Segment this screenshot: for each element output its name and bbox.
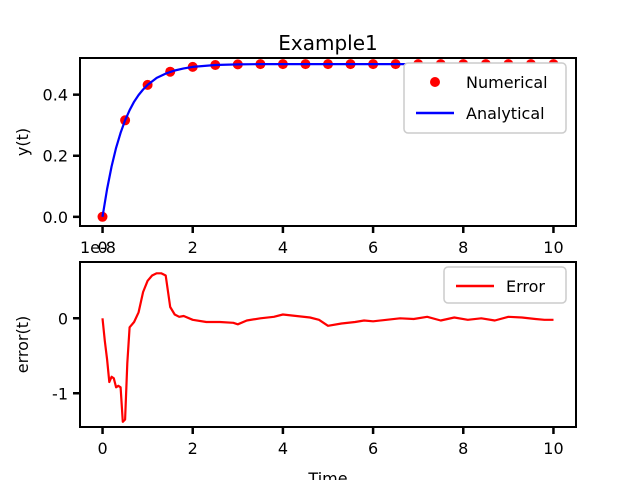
x-tick-label-2: 4 bbox=[278, 439, 288, 458]
legend-swatch-numerical bbox=[430, 77, 440, 87]
x-tick-label-1: 2 bbox=[188, 439, 198, 458]
y-tick-label-1: 0.2 bbox=[43, 147, 68, 166]
legend-label-analytical: Analytical bbox=[466, 104, 545, 123]
x-tick-label-3: 6 bbox=[368, 439, 378, 458]
y-tick-label-0: 0 bbox=[58, 309, 68, 328]
bottom-chart-error: 0 2 4 6 8 10 0 -1 error(t) Time Error bbox=[13, 261, 577, 480]
x-axis-label: Time bbox=[307, 469, 347, 480]
axes-frame bbox=[79, 57, 577, 227]
x-tick-label-2: 4 bbox=[278, 238, 288, 257]
legend-label-numerical: Numerical bbox=[466, 73, 548, 92]
legend-box bbox=[403, 62, 567, 134]
x-tick-label-0: 0 bbox=[97, 439, 107, 458]
x-offset-text: 1e-8 bbox=[80, 238, 116, 257]
x-tick-label-0: 0 bbox=[97, 238, 107, 257]
y-tick-label-2: 0.4 bbox=[43, 86, 68, 105]
x-tick-label-5: 10 bbox=[543, 238, 563, 257]
chart-title: Example1 bbox=[278, 31, 378, 55]
legend-box bbox=[443, 266, 567, 304]
axes-frame bbox=[79, 261, 577, 428]
x-tick-label-5: 10 bbox=[543, 439, 563, 458]
y-tick-label-0: 0.0 bbox=[43, 208, 68, 227]
y-tick-label-1: -1 bbox=[52, 384, 68, 403]
legend-label-error: Error bbox=[506, 277, 545, 296]
x-tick-label-4: 8 bbox=[458, 439, 468, 458]
y-axis-label: y(t) bbox=[13, 128, 32, 156]
legend: Numerical Analytical bbox=[403, 62, 567, 134]
x-tick-label-4: 8 bbox=[458, 238, 468, 257]
y-axis-label: error(t) bbox=[13, 316, 32, 374]
x-tick-label-3: 6 bbox=[368, 238, 378, 257]
series-line-error bbox=[101, 272, 554, 423]
x-tick-label-1: 2 bbox=[188, 238, 198, 257]
legend: Error bbox=[443, 266, 567, 304]
top-chart-numerical-vs-analytical: 0 2 4 6 8 10 0.0 0.2 0.4 Example1 y(t) 1e-8 Numerica… bbox=[13, 31, 577, 257]
